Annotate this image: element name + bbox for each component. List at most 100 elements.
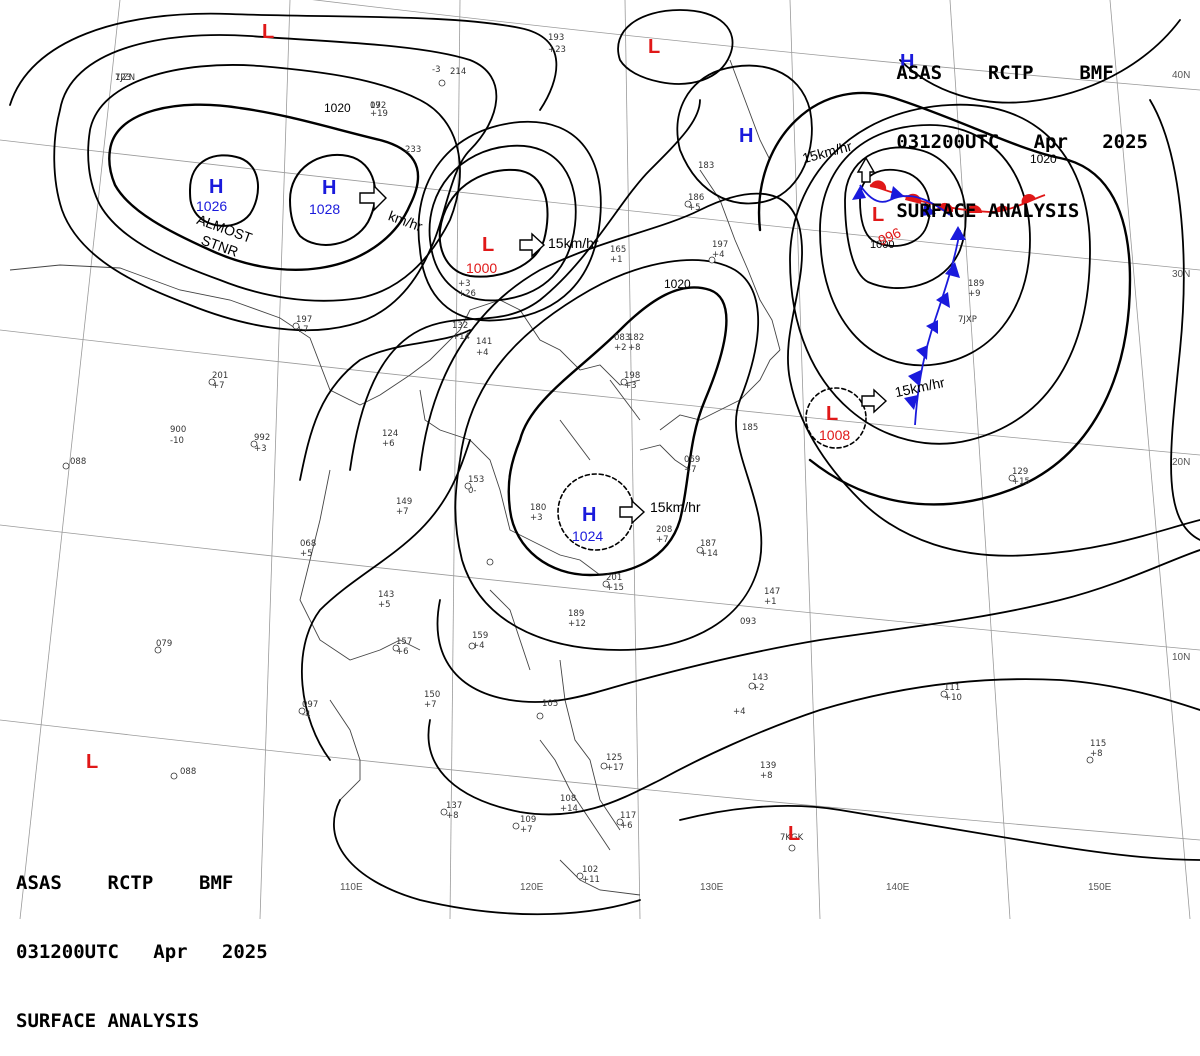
station-circle [154, 646, 162, 654]
station-value: +3 [624, 381, 637, 391]
station-circle [576, 872, 584, 880]
station-value: 137 [446, 801, 462, 811]
lon-label: 110E [340, 882, 363, 893]
station-value: 186 [688, 193, 704, 203]
isobar-label: 1020 [664, 277, 691, 291]
station-value: +5 [688, 203, 701, 213]
station-value: 189 [568, 609, 584, 619]
station-value: +14 [452, 332, 470, 342]
station-value: 111 [944, 683, 960, 693]
station-value: +7 [520, 825, 533, 835]
pressure-centers: H 1026 H 1028 L 1000 H 1024 L 996 L 1008… [86, 21, 914, 845]
station-circle [602, 580, 610, 588]
station-value: +6 [620, 821, 633, 831]
station-circle [620, 378, 628, 386]
isobar-labels: 1020 1020 1020 1000 [324, 101, 1057, 291]
station-circle [250, 440, 258, 448]
station-value: +7 [396, 507, 409, 517]
lon-label: 130E [700, 882, 724, 893]
station-circle [512, 822, 520, 830]
station-value: +8 [1090, 749, 1103, 759]
station-value: 097 [302, 700, 318, 710]
low-center-1000-letter: L [482, 234, 494, 256]
station-circle [600, 762, 608, 770]
station-value: 208 [656, 525, 672, 535]
header-line-time: 031200UTC Apr 2025 [896, 131, 1148, 153]
header-line-source: ASAS RCTP BMF [16, 872, 234, 894]
coastlines [9, 59, 781, 896]
station-circle [1008, 474, 1016, 482]
lon-label: 120E [520, 882, 544, 893]
station-value: 7KGK [780, 833, 804, 843]
station-circle [440, 808, 448, 816]
station-value: 115 [1090, 739, 1106, 749]
station-value: 197 [712, 240, 728, 250]
station-value: +8 [760, 771, 773, 781]
station-value: -10 [170, 436, 184, 446]
station-value: +10 [944, 693, 962, 703]
isobars [9, 9, 1200, 916]
station-value: 132 [452, 321, 468, 331]
lon-label: 150E [1088, 882, 1112, 893]
station-value: +3 [254, 444, 267, 454]
station-value: -4 [302, 710, 310, 720]
station-circle [298, 707, 306, 715]
station-value: 992 [254, 433, 270, 443]
station-value: 141 [476, 337, 492, 347]
high-center-unlabelled: H [900, 51, 914, 73]
station-value: +7 [656, 535, 669, 545]
station-value: 108 [560, 794, 576, 804]
station-value: 088 [70, 457, 86, 467]
station-value: +3 [458, 279, 471, 289]
station-value: 124 [382, 429, 398, 439]
station-value: 183 [698, 161, 714, 171]
station-value: 7JZN [115, 73, 135, 83]
station-circle [536, 712, 544, 720]
station-value: 7JXP [958, 315, 977, 325]
station-value: +5 [300, 549, 313, 559]
header-line-source: ASAS RCTP BMF [896, 62, 1114, 84]
station-circle [62, 462, 70, 470]
header-line-type: SURFACE ANALYSIS [16, 1010, 200, 1032]
station-value: 102 [582, 865, 598, 875]
map-header-bottom: ASAS RCTP BMF 031200UTC Apr 2025 SURFACE… [16, 826, 268, 1056]
station-value: 09 [370, 101, 381, 111]
station-value: +14 [560, 804, 578, 814]
station-value: 117 [620, 811, 636, 821]
station-value: +7 [684, 465, 697, 475]
station-value: +7 [296, 325, 309, 335]
station-value: +14 [700, 549, 718, 559]
isobar-label: 1000 [870, 239, 894, 251]
station-value: 149 [396, 497, 412, 507]
lat-label: 30N [1172, 269, 1190, 280]
station-value: 143 [752, 673, 768, 683]
station-value: 139 [760, 761, 776, 771]
station-value: 079 [156, 639, 172, 649]
station-circle [486, 558, 494, 566]
station-value: 182 [628, 333, 644, 343]
map-header-top: ASAS RCTP BMF 031200UTC Apr 2025 SURFACE… [896, 16, 1148, 246]
isobar-label: 1020 [324, 101, 351, 115]
station-value: +7 [424, 700, 437, 710]
low-center-unlabelled: L [86, 751, 98, 773]
station-value: 900 [170, 425, 186, 435]
station-value: 198 [624, 371, 640, 381]
station-value: +23 [548, 45, 566, 55]
station-value: 143 [378, 590, 394, 600]
low-center-unlabelled: L [788, 823, 800, 845]
graticule [0, 0, 1200, 919]
station-value: 159 [472, 631, 488, 641]
station-circle [392, 644, 400, 652]
station-value: 187 [700, 539, 716, 549]
high-center-1026-letter: H [209, 176, 223, 198]
station-value: +4 [733, 707, 746, 717]
station-value: +8 [446, 811, 459, 821]
lat-labels: 40N 30N 20N 10N [1172, 70, 1190, 663]
station-circle [684, 200, 692, 208]
station-value: 193 [548, 33, 564, 43]
station-value: 150 [424, 690, 440, 700]
fronts [852, 180, 1046, 426]
lat-label: 20N [1172, 457, 1190, 468]
